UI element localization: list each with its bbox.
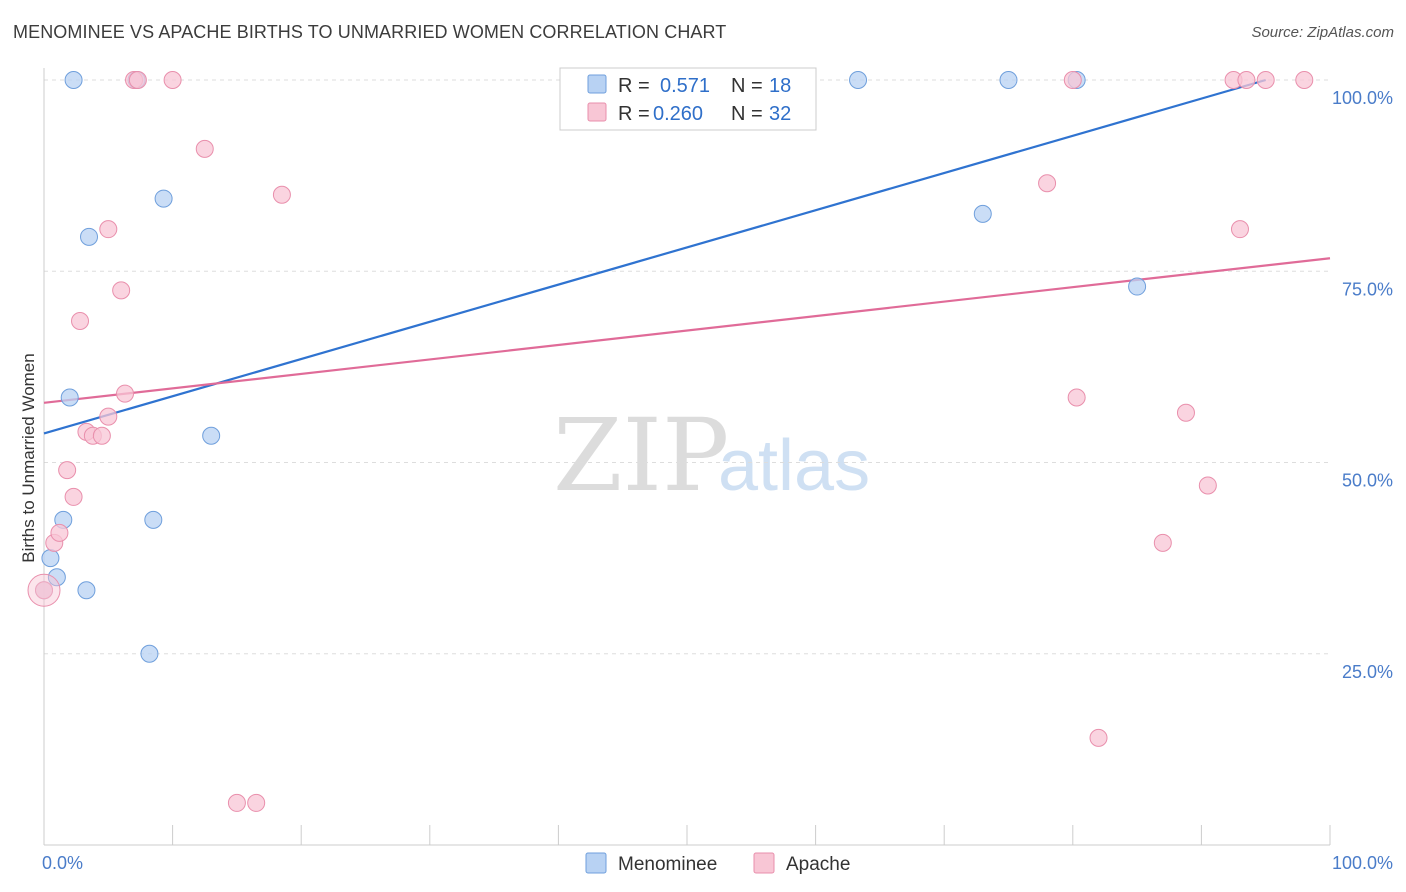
y-tick-label-50: 50.0% bbox=[1342, 471, 1393, 491]
point-menominee-4 bbox=[60, 388, 79, 407]
x-tick-labels: 0.0% 100.0% bbox=[42, 853, 1393, 873]
point-menominee-13 bbox=[849, 71, 868, 89]
watermark-atlas: atlas bbox=[718, 426, 870, 506]
point-apache-14 bbox=[128, 71, 147, 89]
point-apache-24 bbox=[1153, 533, 1172, 552]
point-menominee-5 bbox=[64, 71, 83, 89]
grid-lines bbox=[44, 79, 1330, 655]
watermark-zip: ZIP bbox=[553, 397, 729, 514]
point-apache-28 bbox=[1230, 220, 1249, 239]
point-apache-25 bbox=[1176, 403, 1195, 422]
point-menominee-11 bbox=[154, 189, 173, 208]
point-menominee-17 bbox=[1128, 277, 1147, 296]
point-apache-11 bbox=[112, 281, 131, 300]
point-menominee-1 bbox=[41, 549, 60, 568]
point-apache-12 bbox=[116, 384, 135, 403]
point-menominee-7 bbox=[80, 227, 99, 246]
point-menominee-14 bbox=[973, 204, 992, 223]
legend-r-value-apache: 0.260 bbox=[653, 103, 703, 125]
legend-n-label-apache: N = bbox=[731, 103, 763, 125]
point-apache-0 bbox=[35, 581, 53, 600]
point-apache-20 bbox=[1038, 174, 1057, 193]
legend-swatch-apache bbox=[587, 102, 607, 122]
axes bbox=[43, 68, 1331, 846]
data-points bbox=[27, 71, 1314, 812]
legend-r-label-menominee: R = bbox=[618, 75, 650, 97]
point-apache-3 bbox=[58, 461, 77, 480]
bottom-legend-swatch-menominee bbox=[585, 852, 607, 874]
point-apache-15 bbox=[163, 71, 182, 89]
y-tick-label-100: 100.0% bbox=[1332, 88, 1393, 108]
x-tick-label-max: 100.0% bbox=[1332, 853, 1393, 873]
bottom-legend-swatch-apache bbox=[753, 852, 775, 874]
trend-line-apache bbox=[43, 257, 1331, 404]
point-apache-19 bbox=[272, 185, 291, 204]
trend-lines bbox=[43, 78, 1331, 435]
y-tick-labels: 25.0% 50.0% 75.0% 100.0% bbox=[1332, 88, 1393, 682]
point-apache-30 bbox=[1256, 71, 1275, 89]
point-menominee-9 bbox=[140, 644, 159, 663]
point-apache-5 bbox=[71, 311, 90, 330]
point-apache-8 bbox=[92, 426, 111, 445]
legend-n-value-apache: 32 bbox=[769, 103, 791, 125]
y-tick-label-25: 25.0% bbox=[1342, 662, 1393, 682]
point-apache-4 bbox=[64, 487, 83, 506]
x-tick-label-min: 0.0% bbox=[42, 853, 83, 873]
y-tick-label-75: 75.0% bbox=[1342, 279, 1393, 299]
point-apache-22 bbox=[1067, 388, 1086, 407]
point-menominee-6 bbox=[77, 581, 96, 600]
point-apache-2 bbox=[50, 523, 69, 542]
point-menominee-12 bbox=[202, 426, 221, 445]
point-apache-29 bbox=[1237, 71, 1256, 89]
y-axis-title: Births to Unmarried Women bbox=[19, 353, 38, 562]
legend-r-label-apache: R = bbox=[618, 103, 650, 125]
point-apache-26 bbox=[1198, 476, 1217, 495]
source-credit: Source: ZipAtlas.com bbox=[1251, 24, 1394, 41]
trend-line-menominee bbox=[43, 78, 1267, 435]
bottom-legend-label-menominee: Menominee bbox=[618, 854, 717, 875]
point-menominee-10 bbox=[144, 510, 163, 529]
series-legend: Menominee Apache bbox=[585, 852, 850, 875]
point-apache-17 bbox=[227, 793, 246, 812]
point-apache-21 bbox=[1063, 71, 1082, 89]
point-apache-23 bbox=[1089, 728, 1108, 747]
chart-title: MENOMINEE VS APACHE BIRTHS TO UNMARRIED … bbox=[13, 22, 727, 42]
point-apache-16 bbox=[195, 139, 214, 158]
legend-swatch-menominee bbox=[587, 74, 607, 94]
legend-n-label-menominee: N = bbox=[731, 75, 763, 97]
point-apache-10 bbox=[99, 220, 118, 239]
bottom-legend-label-apache: Apache bbox=[786, 854, 850, 875]
legend-n-value-menominee: 18 bbox=[769, 75, 791, 97]
point-apache-9 bbox=[99, 407, 118, 426]
legend-r-value-menominee: 0.571 bbox=[660, 75, 710, 97]
stats-legend: R = 0.571 N = 18 R = 0.260 N = 32 bbox=[559, 67, 817, 131]
point-menominee-15 bbox=[999, 71, 1018, 89]
point-menominee-2 bbox=[47, 568, 66, 587]
point-apache-31 bbox=[1295, 71, 1314, 89]
point-apache-18 bbox=[247, 793, 266, 812]
point-apache-cluster bbox=[27, 573, 61, 607]
